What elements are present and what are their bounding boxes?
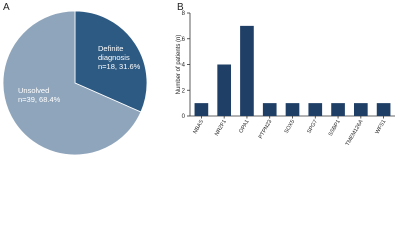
x-tick-label: OPA1	[238, 119, 250, 134]
x-tick-label: SPG7	[306, 119, 319, 135]
slice-value: n=18, 31.6%	[98, 62, 141, 71]
pie-label: Definite diagnosis n=18, 31.6%	[98, 44, 146, 71]
x-tick-label: WFS1	[375, 119, 388, 135]
x-tick-label: SSBP1	[328, 119, 342, 137]
bar	[240, 25, 254, 116]
figure: A B 0 2 4 6 8 Number of patients (n) NBAS NR2F1 OP…	[2, 2, 395, 156]
bar	[194, 103, 209, 116]
y-tick-label: 6	[182, 37, 186, 43]
x-tick-label: TMEM126A	[345, 119, 365, 147]
slice-name: Unsolved	[18, 86, 50, 95]
y-tick-label: 8	[182, 11, 186, 17]
chart: A B 0 2 4 6 8 Number of patients (n) NBAS NR2F1 OP…	[2, 2, 395, 156]
y-tick-label: 4	[182, 63, 186, 69]
slice-name: Definite diagnosis	[98, 44, 130, 62]
bar	[308, 103, 323, 116]
panel-label: A	[3, 2, 10, 13]
y-tick-label: 0	[182, 114, 186, 120]
bar	[354, 103, 368, 116]
pie-slice	[2, 10, 142, 156]
bar	[331, 103, 345, 116]
bar	[217, 64, 231, 116]
x-tick-label: SOX5	[284, 119, 297, 135]
bar	[262, 103, 277, 116]
x-tick-label: NR2F1	[214, 119, 228, 137]
x-tick-label: PTPN23	[258, 119, 274, 140]
panel-label: B	[177, 2, 184, 13]
pie-slice	[74, 10, 148, 113]
y-axis-label: Number of patients (n)	[176, 35, 182, 95]
pie-label: Unsolved n=39, 68.4%	[18, 86, 78, 104]
slice-value: n=39, 68.4%	[18, 95, 61, 104]
bar	[285, 103, 300, 116]
y-tick-label: 2	[182, 88, 186, 94]
bar	[376, 103, 391, 116]
x-tick-label: NBAS	[192, 119, 205, 135]
